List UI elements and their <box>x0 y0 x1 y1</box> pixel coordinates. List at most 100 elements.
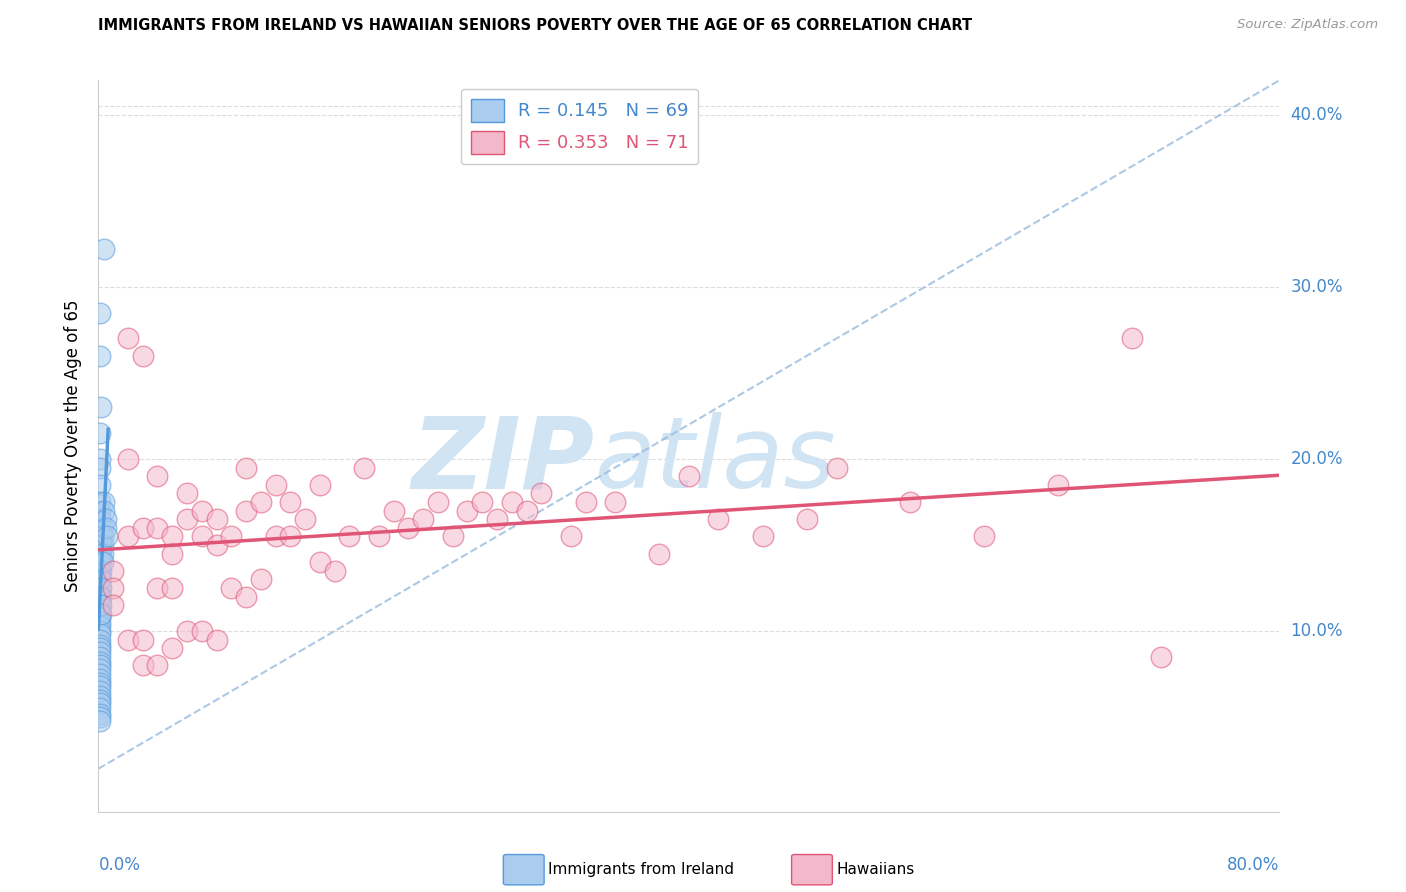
Point <box>412 512 434 526</box>
Point <box>89 696 111 710</box>
Point <box>90 529 112 543</box>
Point <box>309 477 332 491</box>
Point <box>162 547 183 561</box>
Point <box>1150 649 1173 664</box>
Point <box>501 495 523 509</box>
Text: Source: ZipAtlas.com: Source: ZipAtlas.com <box>1237 18 1378 31</box>
Text: 0.0%: 0.0% <box>98 855 141 873</box>
Point <box>89 598 111 612</box>
Point <box>89 675 111 690</box>
Point <box>191 503 214 517</box>
Point <box>89 679 111 693</box>
Point <box>900 495 922 509</box>
Text: 20.0%: 20.0% <box>1291 450 1343 468</box>
Point <box>560 529 582 543</box>
Point <box>90 581 112 595</box>
Point <box>337 529 360 543</box>
Point <box>89 305 111 319</box>
Point <box>89 627 111 641</box>
Point <box>89 672 111 686</box>
Point <box>89 451 111 466</box>
Point <box>146 581 169 595</box>
Point <box>89 529 111 543</box>
Point <box>250 495 273 509</box>
Y-axis label: Seniors Poverty Over the Age of 65: Seniors Poverty Over the Age of 65 <box>65 300 83 592</box>
Point <box>89 706 111 721</box>
Point <box>235 590 257 604</box>
Point <box>93 242 115 256</box>
Text: 10.0%: 10.0% <box>1291 622 1343 640</box>
Point <box>89 521 111 535</box>
Point <box>91 555 114 569</box>
Point <box>441 529 464 543</box>
Text: atlas: atlas <box>595 412 837 509</box>
Point <box>353 460 375 475</box>
Point <box>973 529 995 543</box>
Point <box>176 624 198 638</box>
Point <box>89 658 111 673</box>
Point <box>94 512 117 526</box>
Point <box>707 512 730 526</box>
Point <box>132 521 155 535</box>
Point <box>146 469 169 483</box>
Point <box>191 529 214 543</box>
Point <box>89 645 111 659</box>
Text: ZIP: ZIP <box>412 412 595 509</box>
Point <box>89 701 111 715</box>
Point <box>89 655 111 669</box>
Point <box>530 486 553 500</box>
Point <box>89 690 111 704</box>
Point <box>103 581 125 595</box>
Point <box>90 547 112 561</box>
Point <box>93 503 115 517</box>
Point <box>89 426 111 441</box>
Point <box>89 503 111 517</box>
Point <box>89 555 111 569</box>
Point <box>205 512 228 526</box>
Point <box>89 564 111 578</box>
Point <box>605 495 627 509</box>
Point <box>90 590 112 604</box>
Text: IMMIGRANTS FROM IRELAND VS HAWAIIAN SENIORS POVERTY OVER THE AGE OF 65 CORRELATI: IMMIGRANTS FROM IRELAND VS HAWAIIAN SENI… <box>98 18 973 33</box>
Point <box>89 649 111 664</box>
Point <box>117 632 139 647</box>
Point <box>250 573 273 587</box>
Point <box>146 521 169 535</box>
Point <box>176 486 198 500</box>
Point <box>91 538 114 552</box>
Point <box>162 641 183 656</box>
Point <box>825 460 848 475</box>
Point <box>205 632 228 647</box>
Point <box>91 547 114 561</box>
Point <box>191 624 214 638</box>
Point <box>89 603 111 617</box>
Point <box>89 590 111 604</box>
Point <box>103 564 125 578</box>
Point <box>89 349 111 363</box>
Point <box>90 607 112 621</box>
Point <box>323 564 346 578</box>
Point <box>264 477 287 491</box>
Point <box>678 469 700 483</box>
Point <box>278 495 302 509</box>
Point <box>368 529 391 543</box>
Point <box>456 503 478 517</box>
Point <box>89 619 111 633</box>
Point <box>1121 331 1143 345</box>
Point <box>89 615 111 630</box>
Point <box>89 610 111 624</box>
Point <box>90 573 112 587</box>
Text: 80.0%: 80.0% <box>1227 855 1279 873</box>
Point <box>89 495 111 509</box>
Point <box>89 512 111 526</box>
Point <box>89 547 111 561</box>
Point <box>117 451 139 466</box>
Point <box>162 581 183 595</box>
Point <box>89 667 111 681</box>
Point <box>117 529 139 543</box>
Point <box>176 512 198 526</box>
Point <box>648 547 671 561</box>
Legend: R = 0.145   N = 69, R = 0.353   N = 71: R = 0.145 N = 69, R = 0.353 N = 71 <box>461 88 699 164</box>
Point <box>396 521 419 535</box>
Point <box>486 512 509 526</box>
